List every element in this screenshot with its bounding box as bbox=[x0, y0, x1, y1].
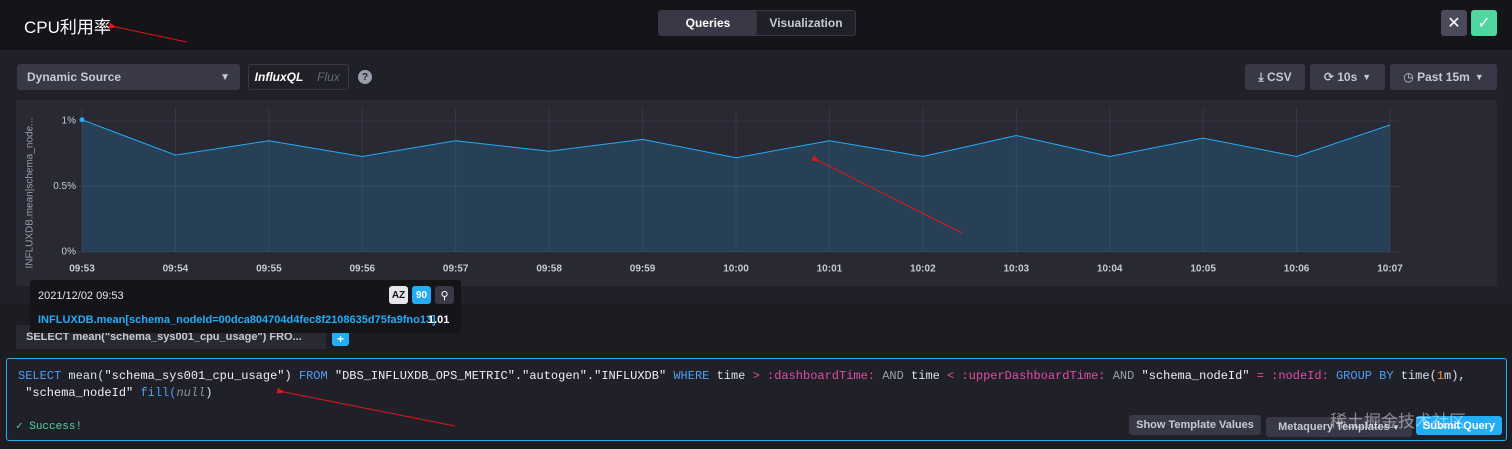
caret: ▼ bbox=[1469, 72, 1484, 82]
token: :dashboardTime: bbox=[767, 369, 876, 383]
token: FROM bbox=[298, 369, 328, 383]
query-line: SELECT mean("schema_sys001_cpu_usage") F… bbox=[18, 369, 1466, 383]
icon: ⟳ bbox=[1323, 70, 1338, 84]
token: 1 bbox=[1436, 369, 1444, 383]
template-values-button[interactable]: Show Template Values bbox=[1129, 415, 1261, 435]
token: :upperDashboardTime: bbox=[961, 369, 1106, 383]
token: ) bbox=[205, 386, 213, 400]
query-line: "schema_nodeId" fill(null) bbox=[18, 386, 212, 400]
token: null bbox=[176, 386, 206, 400]
x-tick-label: 10:02 bbox=[910, 264, 936, 275]
x-tick-label: 10:04 bbox=[1097, 264, 1123, 275]
status-text: Success! bbox=[29, 421, 83, 433]
language-toggle bbox=[248, 64, 349, 90]
token: "schema_nodeId" bbox=[25, 386, 134, 400]
caret: ▼ bbox=[220, 71, 230, 83]
caret: ▼ bbox=[1389, 422, 1400, 432]
button-label: 10s bbox=[1337, 70, 1358, 84]
token: "DBS_INFLUXDB_OPS_METRIC"."autogen"."INF… bbox=[334, 369, 667, 383]
token: fill( bbox=[140, 386, 177, 400]
dashboard-title: CPU利用率 bbox=[24, 18, 111, 37]
tooltip-series: INFLUXDB.mean[schema_nodeId=00dca804704d… bbox=[38, 314, 436, 326]
token: AND bbox=[1112, 369, 1135, 383]
token: "schema_sys001_cpu_usage") bbox=[104, 369, 292, 383]
refresh-dropdown[interactable]: ⟳ 10s ▼ bbox=[1310, 64, 1385, 90]
sort-alpha[interactable]: AZ bbox=[389, 286, 408, 304]
x-tick-label: 09:59 bbox=[630, 264, 656, 275]
x-tick-label: 09:56 bbox=[349, 264, 375, 275]
language-option[interactable]: Flux bbox=[309, 65, 348, 89]
x-tick-label: 10:00 bbox=[723, 264, 749, 275]
icon: ⤓ bbox=[1258, 69, 1267, 84]
check-icon: ✓ bbox=[16, 421, 30, 433]
y-tick-label: 0% bbox=[62, 247, 77, 258]
token: SELECT bbox=[18, 369, 62, 383]
button-label: Past 15m bbox=[1417, 70, 1470, 84]
close-button[interactable]: ✕ bbox=[1441, 10, 1467, 36]
x-tick-label: 09:54 bbox=[163, 264, 189, 275]
token: mean( bbox=[68, 369, 105, 383]
x-tick-label: 09:55 bbox=[256, 264, 282, 275]
hover-point bbox=[79, 117, 85, 123]
token: = bbox=[1256, 369, 1264, 383]
token: GROUP BY bbox=[1335, 369, 1394, 383]
x-tick-label: 10:07 bbox=[1377, 264, 1403, 275]
token: :nodeId: bbox=[1271, 369, 1329, 383]
caret: ▼ bbox=[1357, 72, 1372, 82]
token: time bbox=[716, 369, 746, 383]
confirm-button[interactable]: ✓ bbox=[1471, 10, 1497, 36]
token: WHERE bbox=[673, 369, 710, 383]
search[interactable]: ⚲ bbox=[435, 286, 454, 304]
x-tick-label: 10:06 bbox=[1284, 264, 1310, 275]
help-icon[interactable]: ? bbox=[358, 70, 372, 84]
button-label: Metaquery Templates bbox=[1278, 421, 1390, 433]
time-range-dropdown[interactable]: ◷ Past 15m ▼ bbox=[1390, 64, 1497, 90]
tab[interactable]: Visualization bbox=[757, 11, 855, 35]
token: time bbox=[911, 369, 940, 383]
y-tick-label: 1% bbox=[62, 116, 77, 127]
x-tick-label: 10:01 bbox=[817, 264, 843, 275]
chart-panel bbox=[16, 100, 1497, 286]
token: m), bbox=[1444, 369, 1466, 383]
sort-value[interactable]: 90 bbox=[412, 286, 431, 304]
area bbox=[82, 119, 1390, 252]
source-label: Dynamic Source bbox=[27, 70, 122, 84]
x-tick-label: 09:58 bbox=[536, 264, 562, 275]
icon: ◷ bbox=[1403, 70, 1418, 84]
y-tick-label: 0.5% bbox=[53, 181, 76, 192]
tooltip-value: 1.01 bbox=[428, 314, 450, 326]
button-label: CSV bbox=[1266, 70, 1292, 84]
line bbox=[81, 119, 1391, 159]
token: time( bbox=[1400, 369, 1437, 383]
add-query-button[interactable]: + bbox=[332, 331, 349, 346]
token: AND bbox=[882, 369, 904, 383]
language-option[interactable]: InfluxQL bbox=[249, 65, 309, 89]
metaquery-button[interactable]: Metaquery Templates ▼ bbox=[1266, 417, 1412, 437]
y-axis-label: INFLUXDB.mean|schema_node... bbox=[25, 117, 36, 268]
chart: INFLUXDB.mean|schema_node... 0% 0.5% 1% 09:… bbox=[25, 108, 1403, 275]
token: > bbox=[752, 369, 760, 383]
status: ✓ Success! bbox=[16, 419, 82, 433]
source-dropdown[interactable]: Dynamic Source ▼ bbox=[17, 64, 240, 90]
token: "schema_nodeId" bbox=[1141, 369, 1250, 383]
tab[interactable]: Queries bbox=[659, 11, 757, 35]
tooltip-time: 2021/12/02 09:53 bbox=[38, 290, 124, 302]
csv-button[interactable]: ⤓ CSV bbox=[1245, 64, 1305, 90]
x-tick-label: 09:53 bbox=[69, 264, 95, 275]
x-tick-label: 09:57 bbox=[443, 264, 469, 275]
x-tick-label: 10:03 bbox=[1003, 264, 1029, 275]
watermark: 稀土掘金技术社区 bbox=[1330, 412, 1466, 431]
token: < bbox=[947, 369, 955, 383]
submit-button[interactable]: Submit Query bbox=[1416, 416, 1502, 435]
x-tick-label: 10:05 bbox=[1190, 264, 1216, 275]
